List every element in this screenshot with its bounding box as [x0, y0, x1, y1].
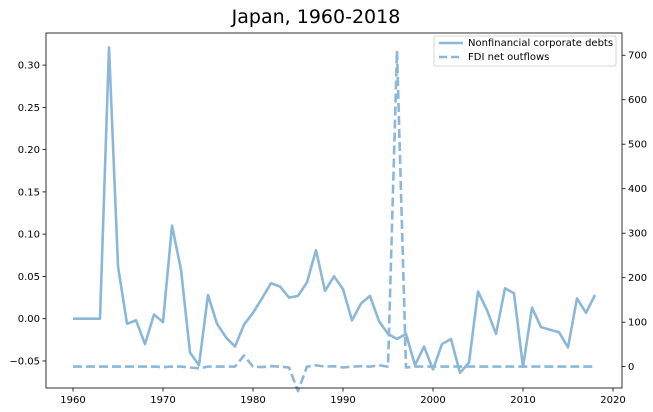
x-tick-label: 2020 [600, 395, 625, 406]
y2-tick-label: 600 [628, 95, 647, 106]
x-axis: 1960 1970 1980 1990 2000 2010 2020 [60, 388, 626, 406]
y2-tick-label: 500 [628, 140, 647, 151]
y-tick-label: −0.05 [9, 356, 40, 367]
plot-frame [45, 32, 623, 389]
y-tick-label: 0.20 [18, 145, 40, 156]
y-tick-label: 0.30 [18, 61, 40, 72]
y-tick-label: 0.25 [18, 103, 40, 114]
x-tick-label: 1990 [330, 395, 355, 406]
y-tick-label: 0.05 [18, 272, 40, 283]
legend: Nonfinancial corporate debts FDI net out… [433, 35, 617, 67]
y-tick-label: 0.15 [18, 187, 40, 198]
x-tick-label: 2000 [420, 395, 445, 406]
y2-tick-label: 0 [628, 362, 634, 373]
y2-tick-label: 700 [628, 51, 647, 62]
plot-lines [73, 46, 597, 393]
x-tick-label: 2010 [510, 395, 535, 406]
y2-tick-label: 300 [628, 229, 647, 240]
y-tick-label: 0.00 [18, 314, 40, 325]
legend-label-fdi: FDI net outflows [468, 52, 549, 63]
y2-tick-label: 100 [628, 318, 647, 329]
chart-title: Japan, 1960-2018 [231, 6, 401, 28]
series-line-fdi [73, 49, 595, 393]
y-axis-left: −0.05 0.00 0.05 0.10 0.15 0.20 0.25 0.30 [9, 61, 46, 367]
y2-tick-label: 200 [628, 273, 647, 284]
x-tick-label: 1970 [150, 395, 175, 406]
legend-box [433, 35, 617, 67]
series-line-debts [73, 46, 597, 375]
x-tick-label: 1960 [60, 395, 85, 406]
y-tick-label: 0.10 [18, 230, 40, 241]
x-tick-label: 1980 [240, 395, 265, 406]
legend-label-debts: Nonfinancial corporate debts [468, 38, 613, 49]
y2-tick-label: 400 [628, 184, 647, 195]
y-axis-right: 0 100 200 300 400 500 600 700 [622, 51, 647, 373]
